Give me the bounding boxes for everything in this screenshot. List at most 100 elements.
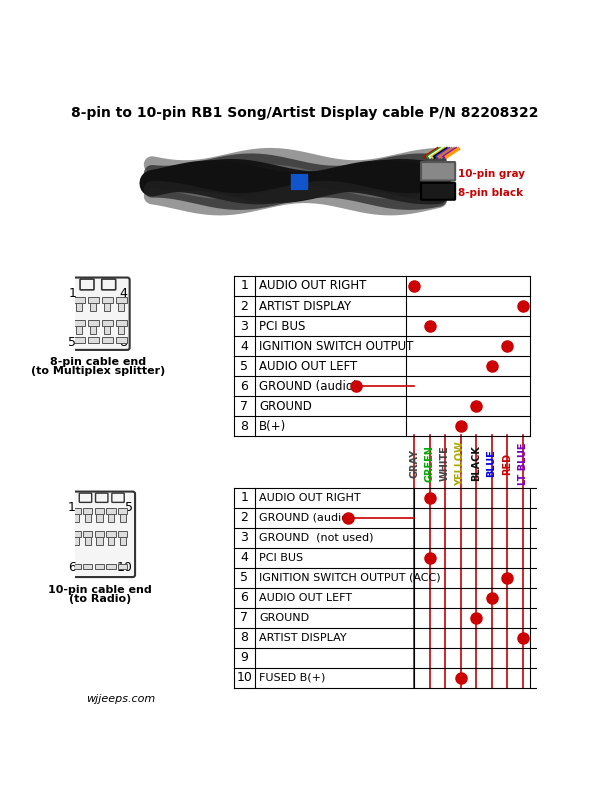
Bar [73, 514, 79, 522]
Text: GRAY: GRAY [409, 449, 419, 478]
Bar [106, 564, 116, 569]
Text: 6: 6 [241, 592, 248, 604]
FancyBboxPatch shape [66, 277, 130, 350]
Bar [88, 320, 99, 326]
Text: PCI BUS: PCI BUS [259, 553, 303, 563]
Bar [118, 303, 124, 310]
Bar [72, 564, 81, 569]
Text: AUDIO OUT LEFT: AUDIO OUT LEFT [259, 593, 352, 603]
Bar [73, 537, 79, 545]
Text: wjjeeps.com: wjjeeps.com [86, 694, 155, 704]
Bar [116, 337, 127, 343]
Text: 10: 10 [236, 672, 253, 684]
Text: 1: 1 [241, 280, 248, 292]
Text: WHITE: WHITE [440, 446, 450, 482]
Text: (to Radio): (to Radio) [69, 594, 131, 604]
Bar [118, 508, 127, 514]
Text: 2: 2 [241, 512, 248, 524]
Bar [106, 508, 116, 514]
FancyBboxPatch shape [112, 493, 124, 502]
Text: 10: 10 [117, 561, 133, 573]
Text: YELLOW: YELLOW [456, 441, 466, 485]
Bar [96, 537, 103, 545]
FancyBboxPatch shape [421, 162, 455, 181]
Text: 10-pin cable end: 10-pin cable end [48, 584, 152, 595]
Bar [118, 531, 127, 537]
Text: AUDIO OUT LEFT: AUDIO OUT LEFT [259, 360, 358, 372]
Text: 9: 9 [241, 651, 248, 664]
Text: RED: RED [502, 452, 512, 474]
Bar [119, 537, 126, 545]
Text: 3: 3 [241, 319, 248, 333]
Text: 10-pin gray: 10-pin gray [458, 169, 525, 179]
Text: BLUE: BLUE [487, 450, 497, 478]
Bar [96, 514, 103, 522]
Bar [95, 508, 104, 514]
Bar [88, 337, 99, 343]
Bar [101, 297, 113, 303]
Bar [118, 564, 127, 569]
Text: IGNITION SWITCH OUTPUT: IGNITION SWITCH OUTPUT [259, 340, 414, 352]
Bar [95, 531, 104, 537]
Bar [101, 320, 113, 326]
Text: 2: 2 [241, 299, 248, 313]
Text: 8: 8 [119, 337, 127, 349]
FancyBboxPatch shape [421, 183, 455, 200]
Text: B(+): B(+) [259, 420, 287, 432]
Text: 4: 4 [241, 551, 248, 565]
Bar [90, 326, 96, 333]
Bar [118, 326, 124, 333]
Text: ARTIST DISPLAY: ARTIST DISPLAY [259, 299, 351, 313]
Text: 1: 1 [69, 287, 76, 300]
Text: 4: 4 [119, 287, 127, 300]
Text: 6: 6 [67, 561, 76, 573]
Bar [85, 537, 91, 545]
Text: GROUND: GROUND [259, 613, 309, 623]
Bar [83, 564, 93, 569]
Text: 5: 5 [241, 360, 248, 372]
Text: LT BLUE: LT BLUE [518, 442, 528, 485]
Text: IGNITION SWITCH OUTPUT (ACC): IGNITION SWITCH OUTPUT (ACC) [259, 573, 441, 583]
FancyBboxPatch shape [79, 493, 92, 502]
Text: GREEN: GREEN [424, 445, 435, 482]
Text: 7: 7 [241, 611, 248, 624]
Bar [104, 326, 110, 333]
Bar [74, 337, 85, 343]
Text: GROUND: GROUND [259, 400, 312, 413]
Text: AUDIO OUT RIGHT: AUDIO OUT RIGHT [259, 493, 361, 503]
Bar [74, 320, 85, 326]
Bar [101, 337, 113, 343]
Bar [108, 537, 114, 545]
Text: 5: 5 [241, 571, 248, 584]
Bar [108, 514, 114, 522]
Text: GROUND (audio): GROUND (audio) [259, 379, 358, 393]
Bar [116, 297, 127, 303]
Bar [72, 531, 81, 537]
Text: 4: 4 [241, 340, 248, 352]
Text: 7: 7 [241, 400, 248, 413]
Text: 5: 5 [125, 501, 133, 514]
Bar [90, 303, 96, 310]
Bar [104, 303, 110, 310]
Text: 5: 5 [69, 337, 76, 349]
Text: 8: 8 [241, 420, 248, 432]
Text: 8: 8 [241, 631, 248, 645]
Text: 8-pin cable end: 8-pin cable end [50, 357, 146, 367]
Text: 8-pin black: 8-pin black [458, 188, 524, 198]
Text: 6: 6 [241, 379, 248, 393]
Bar [83, 508, 93, 514]
Bar [76, 303, 82, 310]
Text: 1: 1 [67, 501, 76, 514]
Text: (to Multiplex splitter): (to Multiplex splitter) [31, 366, 165, 376]
Bar [72, 508, 81, 514]
Text: GROUND  (not used): GROUND (not used) [259, 533, 374, 543]
FancyBboxPatch shape [80, 279, 94, 290]
FancyBboxPatch shape [65, 492, 135, 577]
Bar [83, 531, 93, 537]
Bar [106, 531, 116, 537]
Text: ARTIST DISPLAY: ARTIST DISPLAY [259, 633, 347, 643]
Text: PCI BUS: PCI BUS [259, 319, 306, 333]
Bar [116, 320, 127, 326]
FancyBboxPatch shape [96, 493, 108, 502]
Text: BLACK: BLACK [471, 446, 481, 482]
